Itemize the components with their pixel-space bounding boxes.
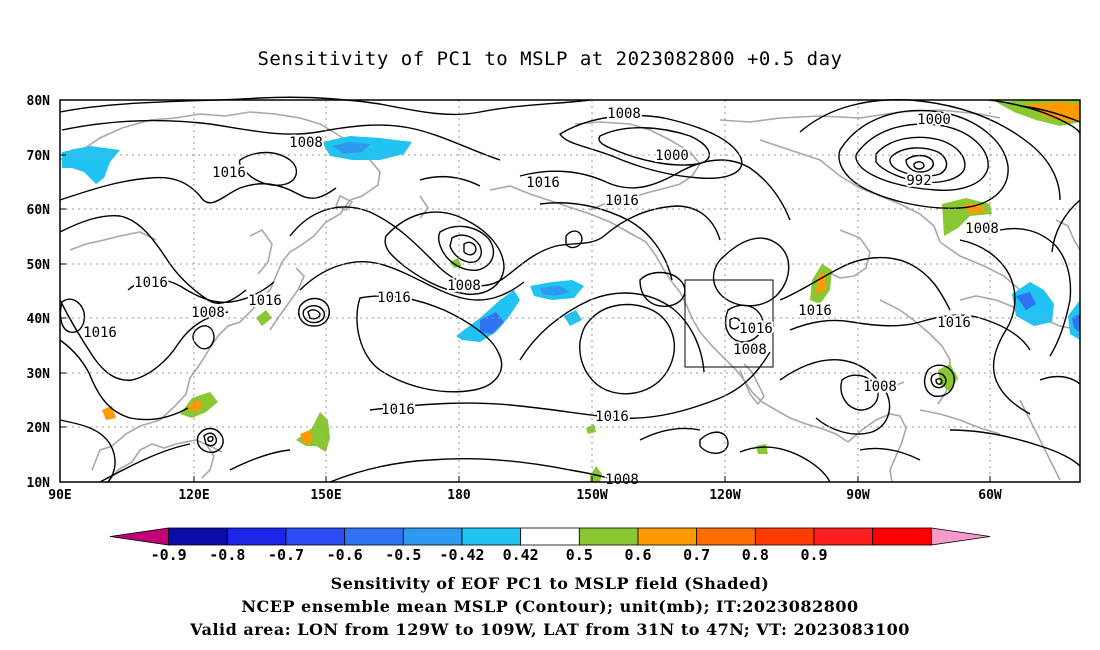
- colorbar: -0.9 -0.8 -0.7 -0.6 -0.5 -0.42 0.42 0.5 0.6 0.7 0.…: [109, 527, 991, 564]
- contour-label: 1016: [134, 275, 168, 291]
- map-frame: [59, 99, 1081, 483]
- colorbar-tick-label: -0.42: [439, 546, 484, 564]
- shade-blue-west-atlantic-arctic: [62, 146, 120, 184]
- shade-blue-barents-core: [332, 142, 370, 154]
- colorbar-tick-label: 0.42: [503, 546, 539, 564]
- contour-label: 1016: [381, 402, 415, 418]
- lon-label: 120E: [178, 488, 209, 503]
- colorbar-tick-label: -0.8: [209, 546, 245, 564]
- lon-label: 180: [447, 488, 471, 503]
- contour-label-group: 1008 1016 1016 1016 1008 1016 1008 1016 …: [81, 104, 1001, 490]
- lat-label: 40N: [27, 312, 51, 327]
- colorbar-segment: [344, 527, 404, 546]
- contour-label: 1016: [798, 303, 832, 319]
- lon-label: 150W: [576, 488, 607, 503]
- colorbar-tick-label: -0.6: [327, 546, 363, 564]
- lon-label: 90W: [846, 488, 870, 503]
- contour-label: 1016: [739, 321, 773, 337]
- colorbar-segment: [578, 527, 639, 546]
- colorbar-segment: [168, 527, 228, 546]
- contour-label: 1008: [607, 106, 641, 122]
- colorbar-segment: [696, 527, 756, 546]
- colorbar-segment: [520, 527, 580, 546]
- lat-label: 30N: [27, 367, 51, 382]
- lat-label: 10N: [27, 476, 51, 491]
- contour-label: 1008: [289, 135, 323, 151]
- colorbar-segment: [402, 527, 463, 546]
- colorbar-tick-label: -0.5: [385, 546, 421, 564]
- colorbar-segment: [813, 527, 874, 546]
- axis-ticks: [60, 99, 991, 483]
- contour-label: 992: [906, 173, 931, 189]
- lat-label: 20N: [27, 421, 51, 436]
- colorbar-tick-label: 0.7: [683, 546, 710, 564]
- lon-axis: 90E 120E 150E 180 150W 120W 90W 60W: [48, 488, 1002, 503]
- colorbar-segment: [930, 527, 991, 546]
- contour-label: 1016: [248, 293, 282, 309]
- shade-blue-aleutian-core: [540, 286, 570, 296]
- shade-green-mexico: [756, 444, 768, 454]
- mslp-contours: [59, 96, 1081, 483]
- shade-green-india: [102, 406, 116, 420]
- shade-green-philippines: [296, 412, 330, 452]
- contour-label: 1016: [83, 325, 117, 341]
- shade-green-south: [590, 466, 602, 482]
- contour-label: 1008: [733, 342, 767, 358]
- colorbar-segment: [285, 527, 346, 546]
- shade-orange-philippines: [300, 430, 312, 444]
- colorbar-tick-label: -0.7: [268, 546, 304, 564]
- contour-label: 1016: [595, 409, 629, 425]
- contour-label: 1008: [447, 278, 481, 294]
- contour-label: 1000: [917, 112, 951, 128]
- contour-label: 1016: [212, 165, 246, 181]
- colorbar-segment: [872, 527, 932, 546]
- colorbar-tick-label: -0.9: [151, 546, 187, 564]
- lon-label: 120W: [709, 488, 740, 503]
- shade-orange-bay-of-bengal-a: [186, 400, 204, 412]
- colorbar-tick-label: 0.6: [624, 546, 651, 564]
- shade-blue-small: [564, 310, 582, 326]
- lat-label: 70N: [27, 149, 51, 164]
- caption-contour: NCEP ensemble mean MSLP (Contour); unit(…: [241, 597, 859, 616]
- gridlines: [59, 100, 1080, 482]
- lon-label: 90E: [48, 488, 71, 503]
- colorbar-segment: [461, 527, 522, 546]
- colorbar-segment: [637, 527, 698, 546]
- lat-label: 60N: [27, 203, 51, 218]
- colorbar-segment: [109, 527, 170, 546]
- lat-label: 50N: [27, 258, 51, 273]
- colorbar-tick-label: 0.9: [800, 546, 827, 564]
- caption-valid-area: Valid area: LON from 129W to 109W, LAT f…: [190, 620, 910, 639]
- shade-blue-barents: [322, 136, 412, 160]
- contour-label: 1008: [863, 379, 897, 395]
- contour-label: 1008: [191, 305, 225, 321]
- shade-blue-northeast-atlantic-core: [1016, 292, 1036, 310]
- shade-green-hawaii-east: [586, 424, 596, 434]
- contour-label: 1016: [377, 290, 411, 306]
- contour-label: 1016: [605, 193, 639, 209]
- lon-label: 150E: [310, 488, 341, 503]
- lon-label: 60W: [978, 488, 1002, 503]
- lat-axis: 80N 70N 60N 50N 40N 30N 20N 10N: [27, 94, 51, 491]
- contour-label: 1016: [526, 175, 560, 191]
- contour-label: 1008: [965, 221, 999, 237]
- caption-shading: Sensitivity of EOF PC1 to MSLP field (Sh…: [330, 574, 770, 593]
- colorbar-segment: [754, 527, 815, 546]
- contour-label: 1008: [605, 472, 639, 488]
- chart-title: Sensitivity of PC1 to MSLP at 2023082800…: [257, 48, 843, 70]
- coastlines: [59, 109, 1081, 483]
- colorbar-tick-label: 0.5: [566, 546, 593, 564]
- lat-label: 80N: [27, 94, 51, 109]
- colorbar-segment: [226, 527, 287, 546]
- contour-label: 1016: [937, 315, 971, 331]
- shade-green-okhotsk: [450, 258, 462, 268]
- contour-label: 1000: [655, 148, 689, 164]
- colorbar-tick-label: 0.8: [742, 546, 769, 564]
- valid-area-box: [684, 279, 774, 368]
